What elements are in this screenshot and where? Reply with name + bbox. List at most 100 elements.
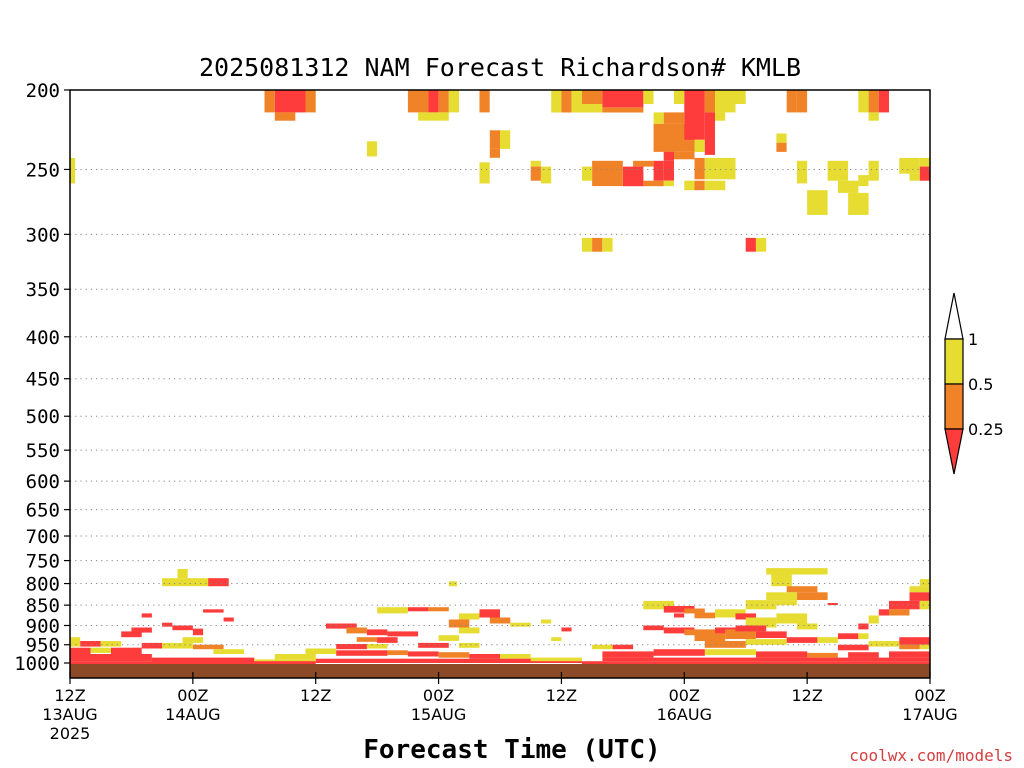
heatmap-cell: [581, 661, 930, 665]
heatmap-cell: [786, 637, 818, 643]
heatmap-cell: [592, 237, 603, 252]
heatmap-cell: [694, 180, 705, 191]
heatmap-cell: [715, 112, 726, 121]
heatmap-cell: [448, 619, 470, 628]
heatmap-cell: [448, 90, 459, 113]
heatmap-cell: [70, 157, 76, 184]
heatmap-cell: [694, 633, 726, 641]
heatmap-cell: [663, 180, 674, 187]
y-tick-label: 700: [26, 526, 60, 548]
x-tick-label: 12Z: [791, 686, 822, 705]
heatmap-cell: [203, 609, 224, 613]
heatmap-cell: [264, 90, 275, 113]
x-tick-year: 2025: [50, 724, 91, 743]
heatmap-cell: [541, 166, 552, 184]
y-tick-label: 550: [26, 440, 60, 462]
heatmap-cell: [561, 627, 572, 632]
credit-text: coolwx.com/models: [849, 746, 1013, 765]
heatmap-cell: [715, 90, 736, 113]
heatmap-cell: [459, 627, 480, 634]
heatmap-cell: [735, 625, 767, 632]
heatmap-cell: [878, 90, 889, 113]
heatmap-cell: [305, 90, 316, 113]
heatmap-cell: [868, 90, 879, 113]
heatmap-cell: [571, 90, 582, 104]
heatmap-cell: [745, 639, 787, 645]
heatmap-cell: [704, 649, 756, 656]
heatmap-cell: [366, 644, 388, 649]
heatmap-cell: [919, 600, 930, 610]
y-tick-label: 350: [26, 279, 60, 301]
heatmap-cell: [223, 617, 234, 622]
heatmap-cell: [602, 657, 930, 662]
heatmap-cell: [192, 628, 204, 636]
heatmap-cell: [848, 652, 879, 658]
heatmap-cell: [817, 637, 838, 643]
heatmap-cell: [725, 629, 756, 639]
heatmap-cell: [674, 90, 685, 104]
heatmap-cell: [704, 180, 726, 191]
heatmap-cell: [735, 613, 756, 620]
heatmap-cell: [366, 141, 378, 157]
y-tick-label: 1000: [14, 653, 60, 675]
heatmap-cell: [479, 609, 500, 618]
heatmap-cell: [336, 650, 388, 656]
heatmap-cell: [182, 637, 204, 643]
heatmap-cell: [837, 644, 869, 651]
heatmap-cell: [366, 629, 388, 636]
heatmap-cell: [858, 623, 869, 630]
heatmap-cell: [151, 657, 255, 663]
x-tick-date: 14AUG: [165, 705, 220, 724]
chart-title: 2025081312 NAM Forecast Richardson# KMLB: [199, 53, 801, 82]
y-tick-label: 800: [26, 574, 60, 596]
heatmap-cell: [428, 607, 449, 612]
y-tick-label: 450: [26, 369, 60, 391]
heatmap-cell: [489, 617, 511, 624]
y-tick-label: 200: [26, 80, 60, 102]
heatmap-cell: [407, 90, 429, 113]
heatmap-cell: [837, 180, 859, 193]
heatmap-cell: [387, 631, 419, 637]
heatmap-cell: [663, 606, 695, 613]
heatmap-cell: [111, 647, 142, 654]
heatmap-cell: [663, 112, 685, 124]
x-tick-label: 12Z: [546, 686, 577, 705]
legend-swatch: [944, 338, 964, 385]
heatmap-cell: [500, 130, 511, 149]
x-tick-label: 12Z: [300, 686, 331, 705]
heatmap-cell: [919, 157, 930, 167]
heatmap-cell: [530, 166, 541, 181]
heatmap-cell: [479, 162, 490, 184]
heatmap-cell: [274, 654, 316, 660]
heatmap-cell: [70, 647, 91, 654]
heatmap-cell: [807, 652, 838, 658]
heatmap-cell: [510, 622, 531, 627]
heatmap-cell: [418, 112, 449, 121]
heatmap-cell: [807, 190, 828, 215]
heatmap-cell: [571, 104, 603, 113]
x-tick-label: 12Z: [54, 686, 85, 705]
heatmap-cell: [899, 644, 920, 650]
heatmap-cell: [80, 641, 101, 647]
heatmap-cell: [796, 592, 828, 600]
heatmap-cell: [889, 600, 920, 610]
heatmap-cell: [684, 90, 705, 140]
heatmap-cell: [274, 112, 296, 121]
heatmap-cell: [612, 644, 634, 650]
heatmap-cell: [622, 166, 644, 187]
heatmap-cell: [418, 642, 449, 648]
heatmap-cell: [469, 654, 500, 659]
heatmap-cell: [643, 90, 654, 104]
legend-label: 0.5: [968, 375, 993, 394]
heatmap-cell: [766, 568, 828, 575]
heatmap-cell: [459, 613, 480, 620]
heatmap-cell: [377, 607, 408, 614]
heatmap-cell: [346, 627, 367, 634]
legend-swatch: [944, 383, 964, 430]
heatmap-cell: [438, 635, 460, 641]
y-tick-label: 850: [26, 595, 60, 617]
heatmap-cell: [827, 603, 838, 606]
heatmap-cell: [192, 644, 224, 650]
y-tick-label: 250: [26, 159, 60, 181]
heatmap-cell: [756, 651, 808, 658]
